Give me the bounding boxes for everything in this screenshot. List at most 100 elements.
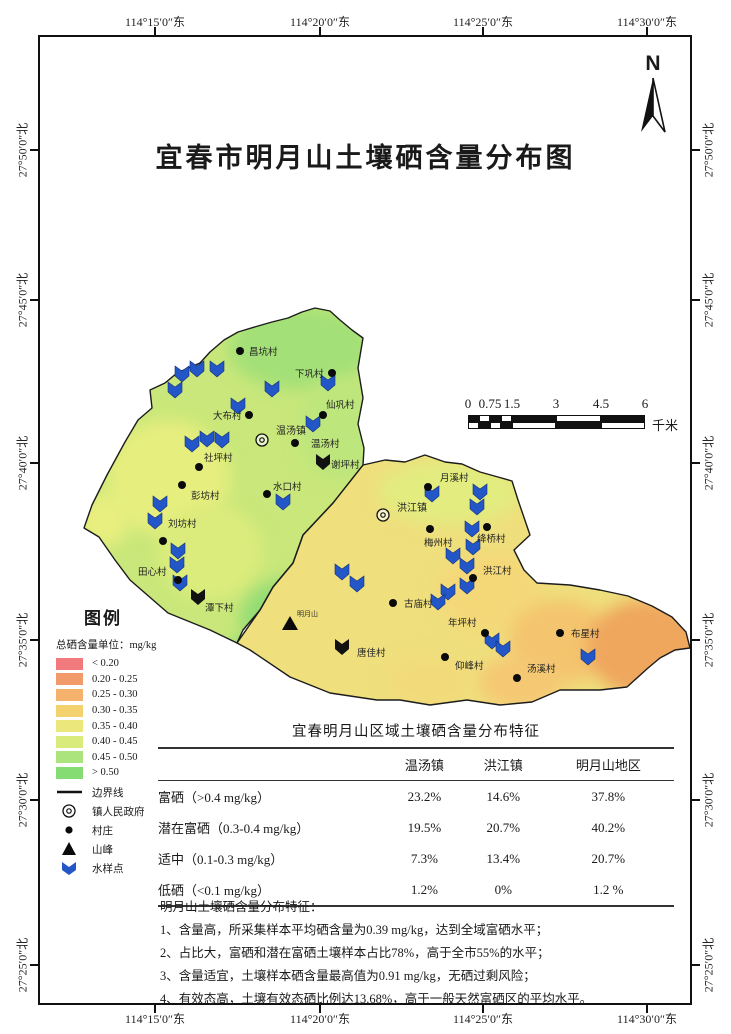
water-sample-point-icon — [209, 360, 225, 378]
village-dot — [424, 483, 432, 491]
legend-symbol-row: 水样点 — [56, 859, 196, 878]
table-cell: 0% — [494, 881, 512, 897]
table-cell: 23.2% — [407, 788, 442, 804]
latitude-label: 27°35′0″北 — [15, 612, 30, 668]
table-row: 低硒（<0.1 mg/kg） 1.2% 0% 1.2 % — [158, 874, 674, 906]
table-cell: 13.4% — [486, 850, 521, 866]
longitude-label: 114°30′0″东 — [617, 15, 677, 29]
legend-symbol-row: 山峰 — [56, 840, 196, 859]
latitude-label: 27°45′0″北 — [15, 272, 30, 328]
peak-label: 明月山 — [297, 609, 318, 618]
legend-symbol-label: 山峰 — [92, 844, 113, 856]
town-government-icon — [255, 433, 269, 447]
village-label: 布星村 — [571, 628, 600, 640]
legend-class-label: 0.30 - 0.35 — [92, 705, 138, 717]
notes-section: 明月山土壤硒含量分布特征： 1、含量高，所采集样本平均硒含量为0.39 mg/k… — [160, 896, 680, 1011]
water-sample-point-icon — [214, 431, 230, 449]
flag-symbol — [56, 859, 83, 877]
map-frame — [38, 35, 692, 1005]
water-sample-point-icon — [199, 430, 215, 448]
axis-tick — [30, 799, 38, 801]
scale-bar-segment — [479, 422, 490, 429]
legend-class-label: 0.35 - 0.40 — [92, 720, 138, 732]
axis-tick — [30, 149, 38, 151]
village-dot — [389, 599, 397, 607]
water-sample-point-icon — [459, 557, 475, 575]
village-label: 唐佳村 — [357, 647, 386, 659]
village-dot — [178, 481, 186, 489]
scale-bar-tick-label: 1.5 — [503, 396, 521, 411]
village-label: 古庙村 — [404, 598, 433, 610]
legend-color-swatch — [56, 720, 83, 733]
legend-symbol-row: 村庄 — [56, 821, 196, 840]
water-sample-point-icon — [264, 380, 280, 398]
legend-class-label: 0.40 - 0.45 — [92, 736, 138, 748]
table-cell: 40.2% — [591, 819, 626, 835]
note-line: 1、含量高，所采集样本平均硒含量为0.39 mg/kg，达到全域富硒水平； — [160, 923, 549, 937]
mountain-peak-icon — [282, 616, 298, 630]
latitude-label: 27°30′0″北 — [701, 772, 716, 828]
legend-class-row: 0.30 - 0.35 — [56, 703, 196, 719]
axis-tick — [319, 27, 321, 35]
village-flag-marker — [316, 454, 330, 470]
legend-class-row: < 0.20 — [56, 656, 196, 672]
water-sample-point-icon — [334, 563, 350, 581]
legend-class-row: > 0.50 — [56, 765, 196, 781]
table-cell: 适中（0.1-0.3 mg/kg） — [158, 852, 284, 867]
water-sample-point-icon — [167, 381, 183, 399]
selenium-statistics-table: 温汤镇 洪江镇 明月山地区 富硒（>0.4 mg/kg） 23.2% 14.6% 37.8… — [158, 747, 674, 907]
scale-bar-segment — [501, 415, 512, 422]
town-government-icon — [376, 508, 390, 522]
dot-glyph — [65, 826, 73, 834]
table-title: 宜春明月山区域土壤硒含量分布特征 — [292, 724, 540, 740]
legend-class-label: 0.45 - 0.50 — [92, 751, 138, 763]
water-sample-point-icon — [469, 498, 485, 516]
village-dot — [513, 674, 521, 682]
scale-bar-unit: 千米 — [652, 418, 679, 433]
legend-class-row: 0.35 - 0.40 — [56, 718, 196, 734]
village-label: 年坪村 — [448, 617, 477, 629]
legend-symbol-label: 村庄 — [92, 825, 113, 837]
north-arrow-icon — [641, 77, 666, 133]
axis-tick — [154, 27, 156, 35]
village-dot — [483, 523, 491, 531]
water-sample-point-icon — [152, 495, 168, 513]
table-row: 适中（0.1-0.3 mg/kg） 7.3% 13.4% 20.7% — [158, 843, 674, 874]
scale-bar-segment — [601, 422, 645, 429]
table-column-header: 明月山地区 — [575, 758, 641, 773]
axis-tick — [646, 27, 648, 35]
axis-tick — [30, 639, 38, 641]
statistics-section: 宜春明月山区域土壤硒含量分布特征 温汤镇 洪江镇 明月山地区 富硒（>0.4 mg/… — [158, 720, 674, 907]
legend-class-row: 0.40 - 0.45 — [56, 734, 196, 750]
village-dot — [174, 576, 182, 584]
legend-class-row: 0.20 - 0.25 — [56, 672, 196, 688]
dot-symbol — [56, 821, 83, 839]
double-circle-symbol — [56, 802, 83, 820]
water-sample-point-icon — [349, 575, 365, 593]
longitude-label: 114°25′0″东 — [453, 15, 513, 29]
village-label: 梅州村 — [424, 537, 453, 549]
axis-tick — [692, 462, 700, 464]
mountain-peak-icon — [62, 842, 76, 856]
table-cell: 富硒（>0.4 mg/kg） — [158, 790, 271, 805]
legend-color-swatch — [56, 751, 83, 764]
water-sample-point-icon — [305, 415, 321, 433]
village-label: 绛桥村 — [477, 533, 506, 545]
latitude-label: 27°25′0″北 — [15, 937, 30, 993]
village-label: 温汤村 — [311, 438, 340, 450]
water-sample-point-icon — [169, 556, 185, 574]
west-color-patches — [84, 308, 364, 643]
axis-tick — [30, 299, 38, 301]
latitude-label: 27°30′0″北 — [15, 772, 30, 828]
legend-symbol-label: 镇人民政府 — [92, 806, 145, 818]
village-dot — [441, 653, 449, 661]
notes-heading: 明月山土壤硒含量分布特征： — [160, 900, 323, 914]
scale-bar-segment — [556, 415, 601, 422]
scale-bar-tick-label: 3 — [552, 396, 560, 411]
village-flag-marker — [335, 639, 349, 655]
legend-symbol-row: 边界线 — [56, 783, 196, 802]
table-cell: 1.2 % — [593, 881, 624, 897]
legend-class-label: > 0.50 — [92, 767, 119, 779]
water-sample-point-icon — [580, 648, 596, 666]
